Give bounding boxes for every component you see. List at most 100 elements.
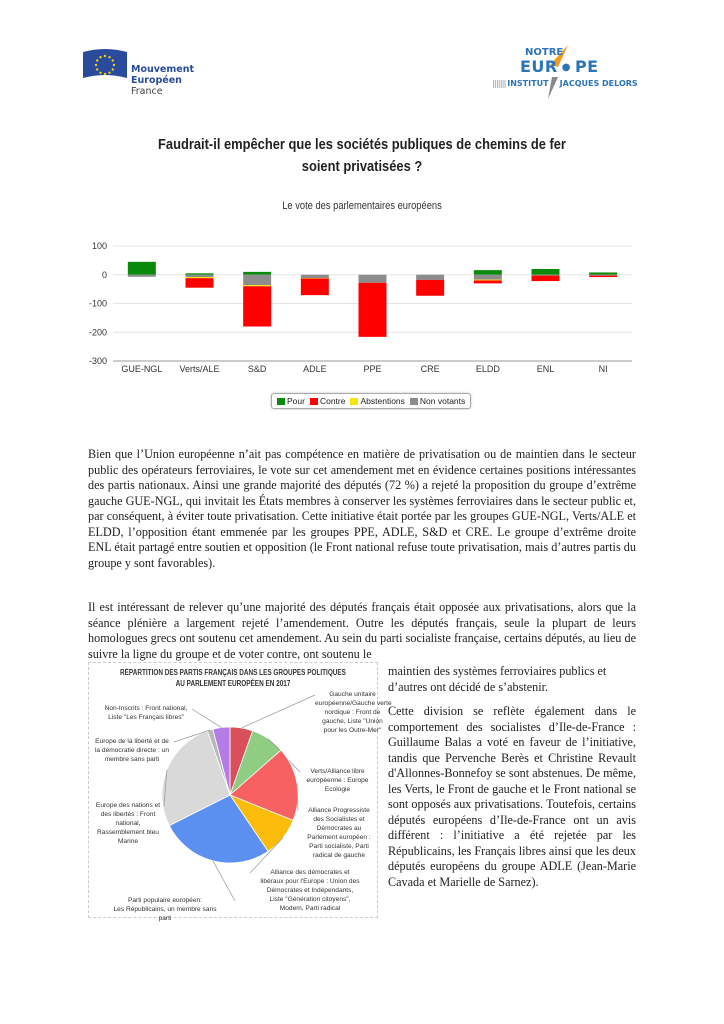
paragraph-1: Bien que l’Union européenne n’ait pas co… (88, 447, 636, 570)
star-icon (108, 56, 111, 59)
bar-segment-contre (589, 275, 618, 278)
bar-segment-contre (416, 279, 445, 296)
pie-title-line: AU PARLEMENT EUROPÉEN EN 2017 (175, 679, 291, 688)
logo-line: INSTITUT (507, 79, 549, 88)
pie-slice-label: Non-Inscrits : Front national, Liste "Les… (100, 704, 192, 722)
pie-title-line: RÉPARTITION DES PARTIS FRANÇAIS DANS LES… (120, 668, 346, 677)
pie-label-line: la démocratie directe : un (94, 747, 170, 754)
bar-segment-non-votants (300, 274, 329, 279)
pie-slice-label: Alliance Progressiste des Socialistes et D… (298, 806, 380, 860)
eu-flag-icon (83, 49, 127, 78)
x-tick-label: ADLE (303, 364, 327, 374)
y-tick-label: -300 (89, 356, 107, 366)
pie-label-line: Parti populaire européen: (127, 897, 203, 904)
leader-line (173, 729, 211, 743)
star-icon (96, 68, 99, 71)
bar-segment-contre (473, 280, 502, 284)
logo-line: JACQUES DELORS (559, 79, 638, 88)
legend-swatch (309, 398, 318, 406)
y-tick-label: 0 (102, 270, 107, 280)
pie-label-line: radical de gauche (312, 852, 366, 859)
bar-segment-contre (531, 275, 560, 282)
bar-segment-pour (473, 270, 502, 275)
leader-line (212, 860, 236, 902)
pie-slice-label: Alliance des démocrates et libéraux pour … (250, 868, 370, 913)
bar-segment-pour (531, 269, 560, 275)
pie-label-line: parti (158, 915, 172, 922)
bar-segment-non-votants (358, 274, 387, 283)
legend-item: Pour (277, 396, 305, 406)
mouvement-europeen-text: Mouvement Européen France (131, 64, 194, 97)
bar-segment-non-votants (243, 274, 272, 286)
star-icon (99, 56, 102, 59)
bar-segment-contre (358, 282, 387, 337)
title-line: soient privatisées ? (301, 158, 423, 175)
y-tick-label: -200 (89, 327, 107, 337)
pie-label-line: Parti socialiste, Parti (309, 843, 369, 850)
leader-line (296, 783, 299, 812)
leader-line (163, 769, 168, 807)
legend-item: Abstentions (350, 396, 405, 406)
paragraph-3: Cette division se reflète également dans… (388, 704, 636, 889)
bar-segment-non-votants (127, 274, 156, 277)
y-tick-label: -100 (89, 299, 107, 309)
legend-label: Contre (319, 396, 346, 406)
page-title: Faudrait-il empêcher que les sociétés pu… (51, 134, 674, 178)
pie-label-line: Modem, Parti radical (279, 905, 341, 912)
pie-label-line: nordique : Front de (324, 709, 381, 716)
pie-label-line: gauche, Liste "Union (322, 718, 383, 725)
bar-segment-pour (589, 272, 618, 275)
legend-swatch (409, 398, 418, 406)
pie-slice (168, 794, 269, 864)
pie-label-line: Liste "Génération citoyens", (269, 896, 351, 903)
logo-line: PE (574, 57, 599, 76)
logo-line: Mouvement (131, 64, 195, 75)
pie-label-line: Europe des nations et (95, 802, 161, 809)
pie-label-line: Démocrates au (316, 825, 362, 832)
pie-chart-frame (88, 662, 378, 918)
legend-swatch (277, 398, 285, 406)
legend-item: Non votants (409, 396, 466, 406)
bar-segment-non-votants (416, 274, 445, 280)
star-icon (112, 63, 116, 67)
logo-line: NOTRE (525, 47, 564, 58)
bar-segment-contre (300, 278, 329, 296)
x-tick-label: S&D (248, 364, 267, 374)
x-tick-label: PPE (363, 364, 381, 374)
x-tick-label: ENL (537, 364, 555, 374)
legend-label: Non votants (419, 396, 466, 406)
pie-label-line: européenne : Europe (306, 777, 369, 784)
vote-bar-chart: 100 0 -100 -200 -300 GUE-NGL Verts/ALE S&D ADLE P… (89, 241, 632, 374)
bar-segment-contre (185, 278, 214, 288)
star-icon (103, 72, 107, 76)
paragraph-2: Il est intéressant de relever qu’une maj… (88, 600, 636, 661)
bar-segment-non-votants (473, 274, 502, 280)
chart-subtitle: Le vote des parlementaires européens (282, 200, 442, 212)
x-tick-label: GUE-NGL (121, 364, 162, 374)
pie-slice-label: Gauche unitaire européenne/Gauche verte no… (315, 690, 392, 735)
star-icon (111, 59, 114, 62)
pie-slice-label: Parti populaire européen: Les Républicain… (95, 896, 235, 923)
mouvement-europeen-logo (81, 48, 129, 87)
pie-chart-title: RÉPARTITION DES PARTIS FRANÇAIS DANS LES… (117, 667, 349, 689)
logo-line: France (131, 86, 163, 97)
pie-label-line: membre sans parti (104, 756, 160, 763)
bar-segment-abstentions (243, 285, 272, 287)
pie-label-line: national, (115, 820, 141, 827)
legend-label: Pour (287, 396, 305, 406)
bar-segment-abstentions (185, 277, 214, 279)
pie-label-line: libéraux pour l'Europe : Union des (260, 878, 360, 885)
legend-item: Contre (309, 396, 346, 406)
legend-swatch (350, 398, 359, 406)
title-line: Faudrait-il empêcher que les sociétés pu… (158, 136, 566, 153)
pie-label-line: Europe de la liberté et de (95, 738, 169, 745)
leader-line (249, 837, 284, 874)
pie-label-line: Ecologie (324, 786, 351, 793)
pie-label-line: Non-Inscrits : Front national, (104, 705, 188, 712)
x-tick-label: ELDD (476, 364, 501, 374)
leader-line (191, 708, 222, 728)
notre-europe-logo: NOTRE EUR ● PE ||||||| INSTITUT JACQUES … (488, 43, 648, 103)
compass-needle-icon (548, 45, 568, 99)
x-tick-label: NI (599, 364, 608, 374)
